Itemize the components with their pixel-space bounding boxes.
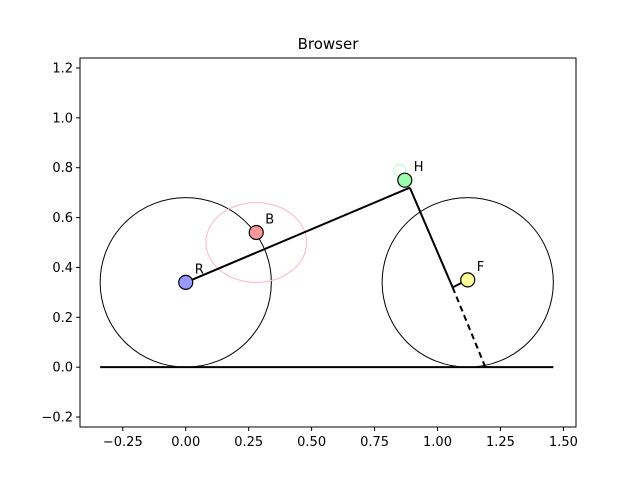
axes-frame (79, 57, 577, 428)
chart-title: Browser (298, 35, 360, 53)
rear-wheel (99, 197, 272, 368)
y-tick-label-0: −0.2 (41, 411, 73, 426)
x-tick-label-4: 0.75 (360, 435, 389, 450)
frame-rear-to-head (185, 186, 411, 284)
front-wheel (381, 197, 554, 368)
point-H (397, 172, 413, 188)
x-tick-label-3: 0.50 (297, 435, 326, 450)
steering-axis-extension (451, 286, 487, 368)
y-tick-label-1: 0.0 (52, 361, 73, 376)
y-tick-label-6: 1.0 (52, 111, 73, 126)
plot-area: R B H F (99, 160, 554, 369)
x-tick-label-1: 0.00 (171, 435, 200, 450)
y-tick-label-5: 0.8 (52, 161, 73, 176)
y-tick-label-7: 1.2 (52, 61, 73, 76)
point-B (248, 224, 264, 241)
fork-upper (408, 187, 454, 288)
y-tick-label-2: 0.2 (52, 311, 73, 326)
y-tick-label-3: 0.4 (52, 261, 73, 276)
point-label-H: H (414, 160, 424, 175)
point-label-F: F (477, 260, 484, 275)
x-axis: −0.25 0.00 0.25 0.50 0.75 1.00 1.25 1.50 (103, 427, 578, 450)
point-R (178, 274, 194, 290)
x-tick-label-5: 1.00 (423, 435, 452, 450)
x-tick-label-2: 0.25 (234, 435, 263, 450)
point-label-R: R (195, 262, 204, 277)
x-tick-label-6: 1.25 (486, 435, 515, 450)
y-axis: −0.2 0.0 0.2 0.4 0.6 0.8 1.0 1.2 (41, 61, 80, 426)
x-tick-label-7: 1.50 (549, 435, 578, 450)
point-F (460, 272, 476, 288)
y-tick-label-4: 0.6 (52, 211, 73, 226)
point-label-B: B (265, 213, 274, 228)
x-tick-label-0: −0.25 (103, 435, 143, 450)
reach-ellipse (205, 202, 308, 283)
